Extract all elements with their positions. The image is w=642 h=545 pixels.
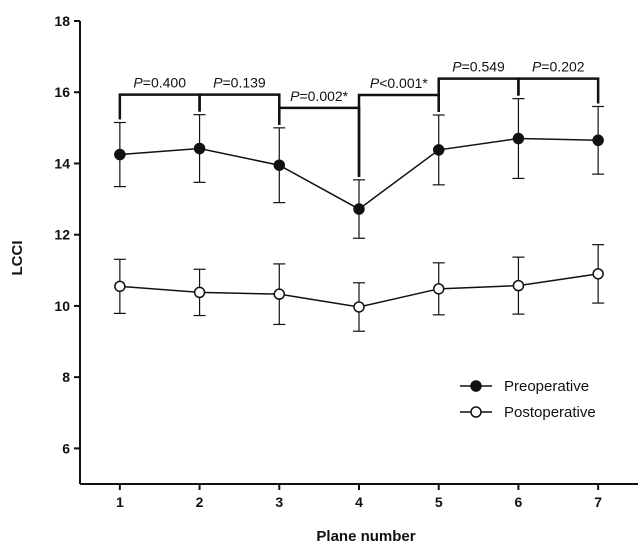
series-preoperative	[113, 98, 605, 239]
bracket-5-6: P=0.549	[437, 59, 520, 113]
bracket-line	[118, 93, 201, 120]
series-postoperative	[113, 244, 605, 332]
data-point	[592, 134, 604, 147]
x-tick-label: 1	[116, 494, 124, 510]
p-value-text: =0.139	[222, 75, 265, 91]
y-tick-label: 18	[54, 13, 70, 29]
y-tick-label: 16	[54, 84, 70, 100]
p-value-text: =0.400	[143, 75, 186, 91]
bracket-4-5: P<0.001*	[357, 75, 440, 177]
legend-marker-postoperative	[470, 406, 482, 418]
data-point	[273, 288, 286, 300]
y-axis-title: LCCI	[9, 241, 26, 276]
legend: Preoperative Postoperative	[460, 378, 596, 421]
p-value-label: P=0.202	[532, 59, 585, 75]
bracket-2-3: P=0.139	[198, 75, 281, 125]
x-tick-label: 5	[435, 494, 443, 510]
bracket-6-7: P=0.202	[517, 59, 600, 104]
data-point	[353, 301, 365, 313]
data-point	[114, 148, 126, 161]
legend-item-preoperative: Preoperative	[460, 378, 589, 395]
bracket-line	[198, 93, 281, 125]
data-point	[512, 279, 525, 292]
p-value-text: =0.002*	[299, 88, 348, 104]
legend-label-preoperative: Preoperative	[504, 378, 589, 395]
p-value-text: =0.202	[541, 59, 584, 75]
p-symbol: P	[370, 75, 380, 91]
p-symbol: P	[452, 59, 462, 75]
bracket-line	[357, 93, 440, 177]
p-value-text: =0.549	[462, 59, 505, 75]
data-point	[193, 286, 206, 299]
bracket-1-2: P=0.400	[118, 75, 201, 120]
p-value-label: P<0.001*	[370, 75, 429, 91]
y-tick-label: 14	[54, 155, 70, 171]
data-point	[114, 280, 126, 293]
data-point	[432, 283, 445, 295]
data-point	[353, 203, 365, 215]
p-value-label: P=0.400	[133, 75, 186, 91]
p-symbol: P	[213, 75, 223, 91]
x-tick-label: 3	[275, 494, 283, 510]
legend-label-postoperative: Postoperative	[504, 404, 596, 421]
x-tick-label: 4	[355, 494, 363, 510]
p-symbol: P	[133, 75, 143, 91]
p-symbol: P	[532, 59, 542, 75]
bracket-3-4: P=0.002*	[278, 88, 361, 177]
y-tick-label: 8	[62, 369, 70, 385]
data-point	[273, 159, 286, 171]
x-axis-title: Plane number	[316, 528, 415, 545]
bracket-line	[437, 77, 520, 113]
y-tick-label: 12	[54, 227, 70, 243]
x-tick-label: 2	[196, 494, 204, 510]
x-tick-label: 6	[515, 494, 523, 510]
data-point	[512, 132, 525, 145]
y-tick-label: 10	[54, 298, 70, 314]
p-value-label: P=0.002*	[290, 88, 349, 104]
p-symbol: P	[290, 88, 300, 104]
p-value-label: P=0.139	[213, 75, 266, 91]
series-layer	[113, 98, 605, 332]
legend-marker-preoperative	[470, 380, 482, 392]
y-tick-label: 6	[62, 440, 70, 456]
data-point	[193, 142, 206, 155]
bracket-line	[278, 106, 361, 177]
legend-item-postoperative: Postoperative	[460, 404, 596, 421]
data-point	[592, 268, 604, 280]
p-value-text: <0.001*	[379, 75, 428, 91]
bracket-line	[517, 77, 600, 104]
x-tick-label: 7	[594, 494, 602, 510]
data-point	[432, 144, 445, 156]
p-value-label: P=0.549	[452, 59, 505, 75]
